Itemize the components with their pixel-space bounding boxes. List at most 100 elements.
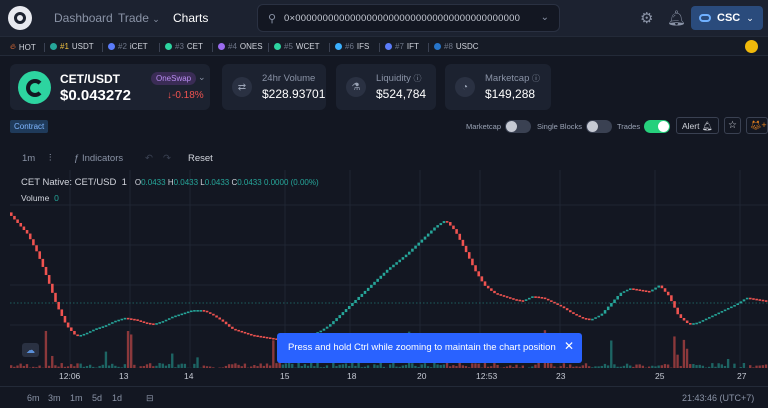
single-blocks-toggle[interactable] bbox=[586, 120, 612, 133]
candle bbox=[70, 327, 73, 331]
volume-bar bbox=[120, 367, 123, 368]
candle bbox=[695, 322, 698, 325]
range-3m[interactable]: 3m bbox=[48, 393, 61, 403]
nav-trade[interactable]: Trade ⌄ bbox=[118, 11, 160, 25]
range-1m[interactable]: 1m bbox=[70, 393, 83, 403]
ticker-hot-text: HOT bbox=[18, 42, 36, 52]
candle bbox=[464, 245, 468, 253]
candle bbox=[426, 233, 430, 237]
info-icon[interactable]: ⓘ bbox=[532, 74, 540, 83]
candles-icon[interactable]: ⫶ bbox=[49, 153, 52, 164]
x-axis-tick: 14 bbox=[184, 371, 194, 381]
contract-button[interactable]: Contract bbox=[10, 120, 49, 133]
candle bbox=[186, 311, 190, 314]
volume-bar bbox=[632, 366, 635, 368]
undo-icon[interactable]: ↶ bbox=[145, 153, 153, 164]
close-icon[interactable]: ✕ bbox=[563, 339, 574, 353]
coin-icon[interactable] bbox=[745, 40, 758, 53]
candle bbox=[95, 328, 98, 330]
candle bbox=[733, 305, 736, 307]
star-icon[interactable]: ☆ bbox=[724, 117, 741, 134]
volume-bar bbox=[243, 363, 247, 368]
nav-dashboard[interactable]: Dashboard bbox=[54, 11, 113, 25]
ticker-item-cet[interactable]: #3 CET bbox=[165, 42, 203, 51]
ticker-item-ifs[interactable]: #6 IFS bbox=[335, 42, 369, 51]
candle bbox=[79, 334, 83, 337]
nav-charts[interactable]: Charts bbox=[173, 11, 209, 25]
candle bbox=[240, 330, 244, 333]
ticker-item-usdc[interactable]: #8 USDC bbox=[434, 42, 479, 51]
volume-bar bbox=[344, 363, 348, 368]
volume-bar bbox=[63, 366, 67, 368]
volume-bar bbox=[265, 363, 269, 368]
candle bbox=[376, 278, 379, 282]
ticker-item-ift[interactable]: #7 IFT bbox=[385, 42, 419, 51]
candle bbox=[101, 326, 105, 328]
chevron-down-icon[interactable]: ⌄ bbox=[540, 12, 549, 23]
bell-icon[interactable]: 🔔︎ bbox=[667, 10, 687, 27]
volume-bar bbox=[531, 366, 534, 368]
ticker-item-usdt[interactable]: #1 USDT bbox=[50, 42, 94, 51]
volume-bar bbox=[164, 365, 168, 368]
app-logo[interactable] bbox=[8, 6, 32, 30]
ticker-item-ones[interactable]: #4 ONES bbox=[218, 42, 263, 51]
candle bbox=[600, 313, 604, 316]
candle bbox=[363, 290, 367, 294]
volume-bar bbox=[723, 366, 727, 368]
candle bbox=[641, 289, 645, 292]
volume-bar bbox=[660, 365, 663, 368]
volume-bar bbox=[316, 363, 319, 368]
volume-bar bbox=[449, 366, 452, 368]
interval-selector[interactable]: 1m bbox=[22, 153, 36, 164]
volume-bar bbox=[126, 331, 130, 368]
info-icon[interactable]: ⓘ bbox=[413, 74, 422, 83]
volume-bar bbox=[581, 365, 585, 368]
volume-bar bbox=[145, 364, 149, 368]
range-1d[interactable]: 1d bbox=[112, 393, 123, 403]
candle bbox=[711, 315, 714, 318]
tradingview-logo-icon[interactable]: ☁ bbox=[22, 343, 39, 357]
volume-bar bbox=[486, 366, 490, 368]
candle bbox=[455, 229, 458, 234]
candle bbox=[433, 227, 436, 231]
search-input[interactable]: ⚲ 0×000000000000000000000000000000000000… bbox=[257, 4, 560, 32]
range-5d[interactable]: 5d bbox=[92, 393, 103, 403]
volume-bar bbox=[606, 365, 610, 368]
network-selector[interactable]: CSC ⌄ bbox=[691, 6, 763, 30]
pair-selector-chevron-icon[interactable]: ⌄ bbox=[198, 72, 206, 82]
gear-icon[interactable]: ⚙ bbox=[640, 10, 654, 27]
volume-bar bbox=[509, 365, 512, 368]
volume-bar bbox=[272, 340, 275, 368]
volume-bar bbox=[692, 364, 695, 368]
volume-bar bbox=[19, 363, 22, 368]
range-6m[interactable]: 6m bbox=[27, 393, 40, 403]
calendar-range-icon[interactable]: ⊟ bbox=[146, 393, 154, 403]
volume-bar bbox=[610, 340, 613, 368]
candle bbox=[395, 262, 398, 265]
candle bbox=[130, 318, 133, 320]
volume-bar bbox=[638, 364, 641, 368]
volume-bar bbox=[85, 365, 89, 368]
candle bbox=[190, 310, 193, 313]
volume-bar bbox=[253, 365, 256, 368]
volume-bar bbox=[733, 363, 736, 368]
volume-bar bbox=[625, 363, 629, 368]
reset-button[interactable]: Reset bbox=[188, 153, 213, 164]
token-icon bbox=[385, 43, 392, 50]
ticker-item-icet[interactable]: #2 iCET bbox=[108, 42, 148, 51]
alert-button[interactable]: Alert 🔔︎ bbox=[676, 117, 719, 134]
indicators-button[interactable]: ƒ Indicators bbox=[74, 153, 123, 164]
candle bbox=[663, 288, 667, 292]
candle bbox=[332, 321, 335, 325]
trades-toggle[interactable] bbox=[644, 120, 670, 133]
candle bbox=[572, 312, 575, 314]
volume-bar bbox=[88, 364, 92, 368]
marketcap-toggle[interactable] bbox=[505, 120, 531, 133]
volume-bar bbox=[268, 365, 272, 368]
volume-bar bbox=[73, 366, 76, 368]
volume-bar bbox=[594, 366, 597, 368]
candle bbox=[436, 225, 439, 228]
metamask-fox-icon[interactable]: 🦊︎+ bbox=[746, 117, 768, 134]
redo-icon[interactable]: ↷ bbox=[163, 153, 171, 164]
ticker-item-wcet[interactable]: #5 WCET bbox=[274, 42, 319, 51]
